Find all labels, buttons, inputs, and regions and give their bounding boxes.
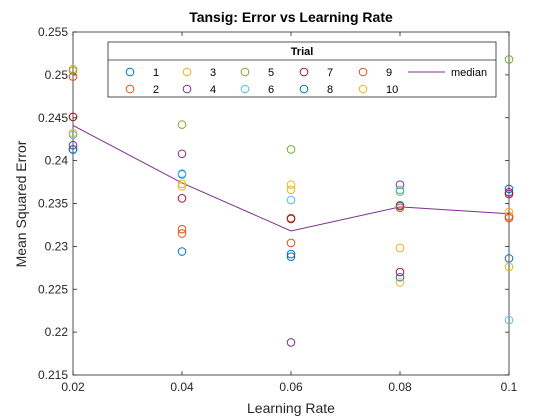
x-tick-label: 0.1: [501, 380, 518, 394]
data-point-trial-6: [286, 195, 296, 205]
data-point-trial-5: [286, 145, 296, 154]
legend-marker-trial-4: [182, 84, 192, 94]
x-axis-label: Learning Rate: [247, 400, 335, 416]
legend-box: [107, 41, 497, 98]
legend-label-trial-5: 5: [268, 67, 274, 79]
legend-marker-trial-8: [299, 84, 309, 94]
legend-label-trial-6: 6: [268, 84, 274, 96]
data-point-trial-4: [68, 140, 78, 150]
data-point-trial-5: [177, 120, 187, 129]
data-point-trial-9: [504, 212, 514, 221]
data-point-trial-10: [68, 128, 78, 138]
x-tick-label: 0.02: [61, 380, 85, 394]
data-point-trial-4: [177, 149, 187, 159]
legend-label-trial-7: 7: [327, 67, 333, 79]
legend-label-trial-3: 3: [210, 67, 216, 79]
data-point-trial-3: [286, 185, 296, 195]
y-tick-label: 0.22: [45, 325, 69, 339]
legend-label-trial-2: 2: [153, 84, 159, 96]
legend-marker-trial-1: [125, 67, 135, 77]
data-point-trial-8: [504, 184, 514, 194]
y-axis-label: Mean Squared Error: [13, 140, 29, 267]
data-point-trial-6: [395, 185, 405, 195]
data-point-trial-3: [395, 278, 405, 287]
data-point-trial-3: [177, 179, 187, 189]
data-point-trial-4: [395, 180, 405, 189]
legend-label-trial-9: 9: [386, 67, 392, 79]
y-tick-label: 0.24: [45, 154, 69, 168]
data-point-trial-3: [504, 262, 514, 272]
legend-label-trial-1: 1: [153, 67, 159, 79]
data-point-trial-7: [286, 214, 296, 224]
legend-label-trial-8: 8: [327, 84, 333, 96]
y-tick-label: 0.23: [45, 239, 69, 253]
y-tick-label: 0.225: [38, 282, 68, 296]
x-tick-label: 0.06: [279, 380, 303, 394]
data-point-trial-7: [177, 194, 187, 203]
data-point-trial-1: [286, 249, 296, 259]
data-point-trial-6: [504, 315, 514, 325]
data-point-trial-9: [395, 203, 405, 213]
legend-marker-trial-5: [240, 67, 250, 77]
data-point-trial-9: [286, 238, 296, 248]
legend-label-median: median: [451, 67, 487, 79]
y-tick-label: 0.25: [45, 68, 69, 82]
data-point-trial-8: [68, 145, 78, 154]
legend-label-trial-4: 4: [210, 84, 216, 96]
data-point-trial-10: [177, 182, 187, 191]
data-point-trial-1: [504, 254, 514, 263]
data-point-trial-10: [286, 180, 296, 189]
legend-marker-trial-9: [358, 67, 368, 77]
data-point-trial-10: [504, 207, 514, 217]
data-point-trial-7: [395, 267, 405, 277]
data-point-trial-9: [68, 72, 78, 81]
data-point-trial-4: [286, 338, 296, 347]
data-point-trial-7: [68, 112, 78, 122]
legend-marker-trial-10: [358, 84, 368, 94]
chart-title: Tansig: Error vs Learning Rate: [189, 9, 393, 25]
data-point-trial-10: [395, 243, 405, 253]
legend-label-trial-10: 10: [386, 84, 398, 96]
y-tick-label: 0.235: [38, 197, 68, 211]
data-point-trial-8: [177, 247, 187, 256]
y-tick-label: 0.255: [38, 25, 68, 39]
y-tick-label: 0.215: [38, 368, 68, 382]
data-point-trial-5: [504, 55, 514, 64]
y-tick-label: 0.245: [38, 111, 68, 125]
legend-marker-trial-6: [240, 84, 250, 94]
data-point-trial-9: [177, 224, 187, 234]
legend: Trial 1 2 3 4 5 6 7 8 9 10 median: [107, 41, 497, 98]
legend-marker-trial-2: [125, 84, 135, 94]
data-point-trial-5: [68, 66, 78, 75]
data-point-trial-6: [177, 169, 187, 178]
x-tick-label: 0.08: [388, 380, 412, 394]
x-tick-label: 0.04: [170, 380, 194, 394]
data-point-trial-1: [395, 272, 405, 282]
legend-marker-trial-7: [299, 67, 309, 77]
legend-title: Trial: [291, 46, 314, 58]
data-point-trial-2: [177, 229, 187, 238]
legend-marker-trial-3: [182, 67, 192, 77]
data-point-trial-7: [504, 188, 514, 197]
data-point-trial-8: [286, 252, 296, 261]
median-line: [72, 125, 510, 232]
